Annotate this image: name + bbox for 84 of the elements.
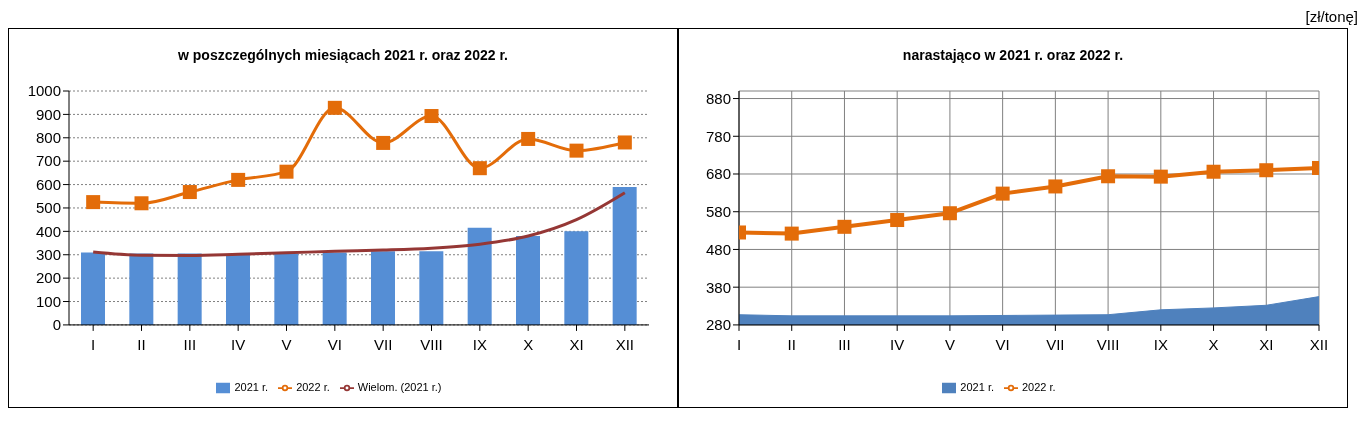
point: [1153, 169, 1168, 184]
bar: [467, 227, 492, 325]
bar: [226, 254, 250, 325]
y-tick-label: 680: [705, 165, 731, 183]
legend-label: 2021 r.: [960, 380, 994, 393]
point: [1101, 169, 1116, 184]
y-tick-label: 900: [35, 105, 61, 123]
x-tick-label: XII: [1309, 335, 1329, 353]
x-tick-label: I: [91, 335, 96, 353]
bar: [129, 253, 154, 325]
x-tick-label: IX: [1153, 335, 1168, 353]
x-tick-label: VI: [327, 335, 342, 353]
x-tick-label: II: [787, 335, 796, 353]
y-tick-label: 880: [705, 89, 731, 107]
x-tick-label: VII: [373, 335, 393, 353]
point: [995, 186, 1010, 201]
legend-label: 2022 r.: [296, 380, 330, 393]
text: [zł/tonę]: [1305, 8, 1358, 25]
x-tick-label: XI: [569, 335, 584, 353]
y-tick-label: 600: [35, 175, 61, 193]
x-tick-label: VIII: [1096, 335, 1120, 353]
bar: [564, 231, 589, 325]
legend-label: 2021 r.: [234, 380, 269, 393]
bar: [516, 236, 540, 325]
x-tick-label: V: [281, 335, 292, 353]
x-tick-label: X: [1208, 335, 1219, 353]
point: [942, 206, 957, 221]
point: [890, 213, 905, 228]
y-tick-label: 500: [35, 199, 61, 217]
bar: [81, 252, 105, 325]
point: [182, 185, 197, 200]
point: [86, 195, 101, 210]
point: [569, 143, 584, 158]
x-tick-label: X: [523, 335, 534, 353]
point: [472, 161, 487, 176]
y-tick-label: 580: [705, 203, 731, 221]
bar: [371, 251, 395, 325]
y-tick-label: 480: [705, 240, 731, 258]
y-tick-label: 780: [705, 127, 731, 145]
legend-label: Wielom. (2021 r.): [357, 380, 442, 393]
point: [134, 196, 149, 211]
y-tick-label: 380: [705, 278, 731, 296]
x-tick-label: XI: [1259, 335, 1274, 353]
x-tick-label: IV: [890, 335, 905, 353]
x-tick-label: IV: [231, 335, 246, 353]
x-tick-label: VII: [1046, 335, 1065, 353]
chart-title: narastająco w 2021 r. oraz 2022 r.: [901, 47, 1125, 65]
line-series: [91, 191, 627, 257]
bar: [612, 186, 637, 325]
point: [784, 226, 799, 241]
point: [1048, 179, 1063, 194]
point: [231, 172, 246, 187]
y-tick-label: 700: [35, 152, 61, 170]
point: [279, 164, 294, 179]
x-tick-label: V: [944, 335, 955, 353]
y-tick-label: 0: [52, 316, 61, 334]
y-tick-label: 200: [35, 269, 61, 287]
y-tick-label: 800: [35, 129, 61, 147]
x-tick-label: VIII: [420, 335, 443, 353]
point: [1259, 163, 1274, 178]
point: [327, 100, 342, 115]
x-tick-label: II: [137, 335, 146, 353]
point: [521, 131, 536, 146]
bar: [419, 251, 444, 325]
y-tick-label: 280: [705, 316, 731, 334]
y-tick-label: 100: [35, 292, 61, 310]
x-tick-label: III: [183, 335, 197, 353]
point: [837, 219, 852, 234]
bar: [274, 253, 299, 325]
x-tick-label: III: [838, 335, 851, 353]
point: [1206, 164, 1221, 179]
y-tick-label: 300: [35, 246, 61, 264]
x-tick-label: I: [736, 335, 742, 353]
bar: [322, 252, 347, 325]
point: [424, 109, 439, 124]
chart-title: w poszczególnych miesiącach 2021 r. oraz 2022 r.: [177, 47, 509, 65]
x-tick-label: XII: [615, 335, 635, 353]
point: [617, 135, 632, 150]
point: [376, 135, 391, 150]
y-tick-label: 1000: [27, 82, 61, 100]
x-tick-label: VI: [995, 335, 1010, 353]
x-tick-label: IX: [472, 335, 487, 353]
legend-label: 2022 r.: [1022, 380, 1056, 393]
y-tick-label: 400: [35, 222, 61, 240]
